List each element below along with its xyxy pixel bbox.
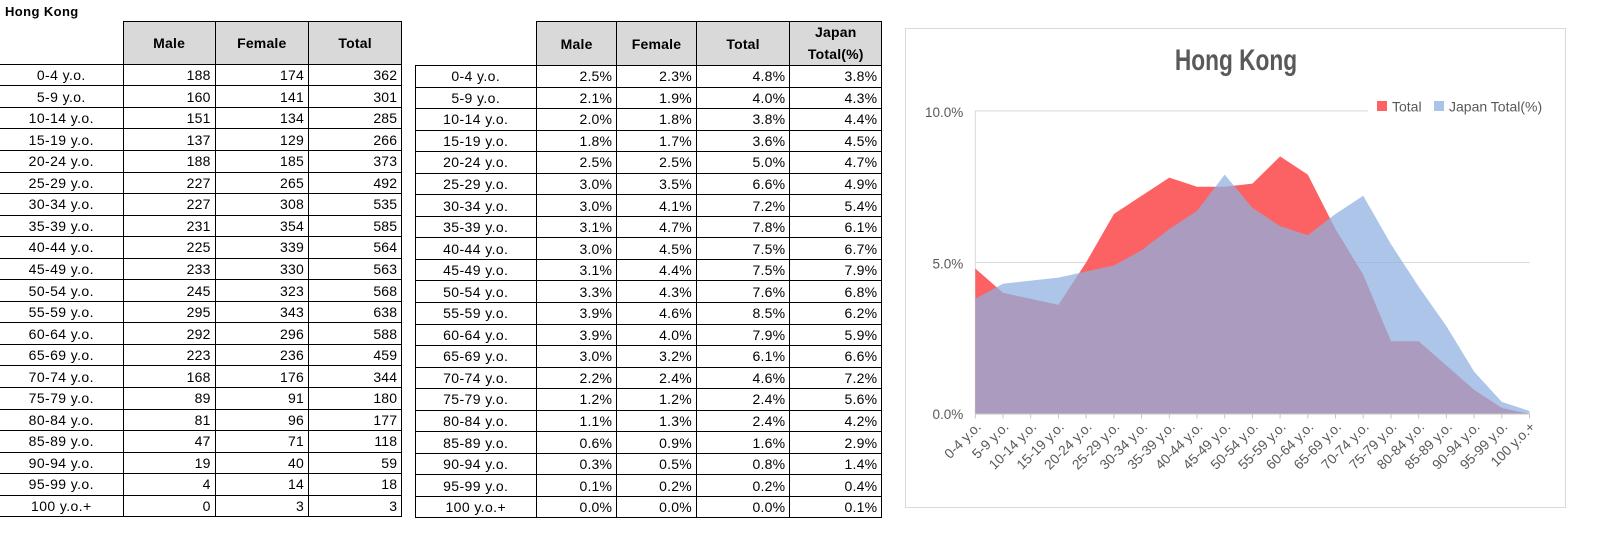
svg-text:5.0%: 5.0% — [933, 257, 964, 272]
svg-text:Hong Kong: Hong Kong — [1175, 43, 1297, 77]
svg-text:10.0%: 10.0% — [925, 105, 963, 120]
svg-text:0.0%: 0.0% — [933, 407, 964, 422]
svg-text:Japan Total(%): Japan Total(%) — [1449, 99, 1542, 115]
svg-text:Total: Total — [1392, 99, 1422, 115]
